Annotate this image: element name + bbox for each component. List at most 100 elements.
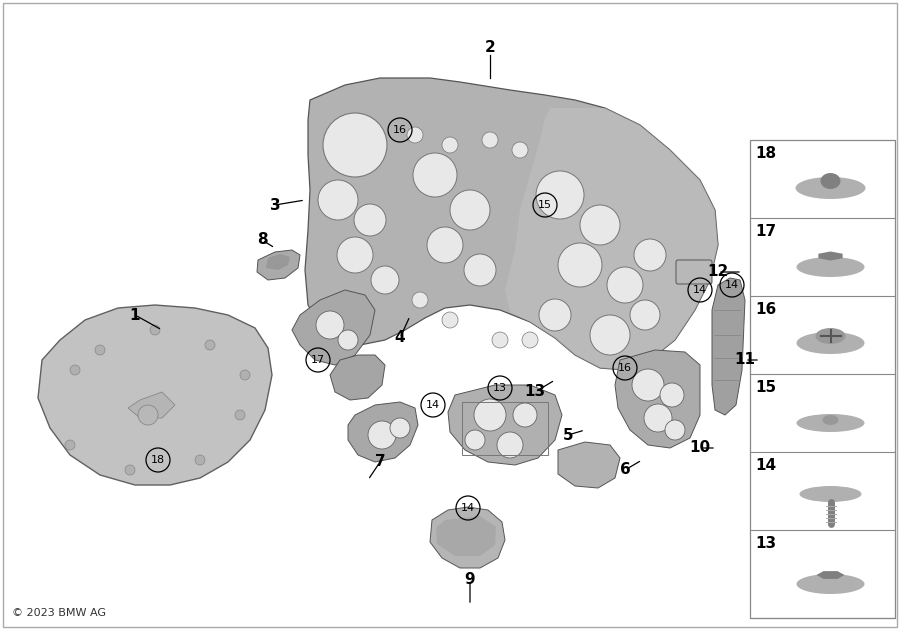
- Circle shape: [427, 227, 463, 263]
- Circle shape: [338, 330, 358, 350]
- Circle shape: [512, 142, 528, 158]
- Polygon shape: [430, 507, 505, 568]
- Ellipse shape: [815, 328, 845, 344]
- Text: 10: 10: [689, 440, 711, 455]
- Circle shape: [539, 299, 571, 331]
- Circle shape: [205, 340, 215, 350]
- Circle shape: [465, 430, 485, 450]
- Circle shape: [607, 267, 643, 303]
- Ellipse shape: [796, 177, 866, 199]
- Text: 14: 14: [693, 285, 707, 295]
- Circle shape: [240, 370, 250, 380]
- Circle shape: [371, 266, 399, 294]
- Polygon shape: [448, 385, 562, 465]
- Text: 17: 17: [755, 224, 776, 239]
- Circle shape: [497, 432, 523, 458]
- Text: 14: 14: [461, 503, 475, 513]
- Circle shape: [522, 332, 538, 348]
- Text: 1: 1: [130, 307, 140, 323]
- Circle shape: [138, 405, 158, 425]
- Ellipse shape: [796, 257, 865, 277]
- Text: 17: 17: [310, 355, 325, 365]
- Circle shape: [492, 332, 508, 348]
- Circle shape: [368, 421, 396, 449]
- Text: 8: 8: [256, 232, 267, 248]
- Circle shape: [95, 345, 105, 355]
- Text: 14: 14: [755, 458, 776, 473]
- Text: 13: 13: [493, 383, 507, 393]
- Text: 18: 18: [755, 146, 776, 161]
- Polygon shape: [818, 251, 842, 260]
- Text: 12: 12: [707, 265, 729, 280]
- Polygon shape: [330, 355, 385, 400]
- Ellipse shape: [821, 173, 841, 189]
- Polygon shape: [436, 516, 496, 556]
- Polygon shape: [292, 290, 375, 365]
- Circle shape: [337, 237, 373, 273]
- Text: 14: 14: [724, 280, 739, 290]
- Circle shape: [354, 204, 386, 236]
- Polygon shape: [348, 402, 418, 462]
- Text: 16: 16: [755, 302, 776, 317]
- Circle shape: [390, 418, 410, 438]
- Text: © 2023 BMW AG: © 2023 BMW AG: [12, 608, 106, 618]
- Ellipse shape: [796, 414, 865, 432]
- Polygon shape: [505, 108, 718, 370]
- Ellipse shape: [796, 332, 865, 354]
- Circle shape: [536, 171, 584, 219]
- Circle shape: [413, 153, 457, 197]
- Circle shape: [442, 137, 458, 153]
- Text: 16: 16: [393, 125, 407, 135]
- Circle shape: [632, 369, 664, 401]
- Polygon shape: [816, 571, 844, 579]
- Circle shape: [513, 403, 537, 427]
- Circle shape: [70, 365, 80, 375]
- Circle shape: [558, 243, 602, 287]
- Polygon shape: [128, 392, 175, 418]
- Polygon shape: [266, 254, 290, 270]
- Text: 11: 11: [734, 353, 755, 367]
- Circle shape: [464, 254, 496, 286]
- Circle shape: [634, 239, 666, 271]
- FancyBboxPatch shape: [676, 260, 712, 284]
- Circle shape: [318, 180, 358, 220]
- Polygon shape: [305, 78, 718, 370]
- Text: 13: 13: [525, 384, 545, 399]
- Polygon shape: [38, 305, 272, 485]
- Circle shape: [474, 399, 506, 431]
- Text: 18: 18: [151, 455, 165, 465]
- Polygon shape: [257, 250, 300, 280]
- Circle shape: [442, 312, 458, 328]
- Circle shape: [195, 455, 205, 465]
- Ellipse shape: [799, 486, 861, 502]
- Text: 15: 15: [538, 200, 552, 210]
- Ellipse shape: [796, 574, 865, 594]
- Circle shape: [125, 465, 135, 475]
- Text: 14: 14: [426, 400, 440, 410]
- Circle shape: [644, 404, 672, 432]
- Circle shape: [590, 315, 630, 355]
- Text: 2: 2: [484, 40, 495, 55]
- Circle shape: [665, 420, 685, 440]
- Circle shape: [580, 205, 620, 245]
- FancyBboxPatch shape: [3, 3, 897, 627]
- Circle shape: [407, 127, 423, 143]
- Circle shape: [630, 300, 660, 330]
- Text: 3: 3: [270, 197, 280, 212]
- Circle shape: [150, 325, 160, 335]
- Polygon shape: [712, 278, 745, 415]
- Circle shape: [412, 292, 428, 308]
- Circle shape: [450, 190, 490, 230]
- Text: 9: 9: [464, 573, 475, 588]
- Text: 6: 6: [619, 462, 630, 478]
- Text: 7: 7: [374, 454, 385, 469]
- Circle shape: [482, 132, 498, 148]
- Text: 4: 4: [395, 331, 405, 345]
- Circle shape: [660, 383, 684, 407]
- Circle shape: [323, 113, 387, 177]
- Polygon shape: [558, 442, 620, 488]
- Circle shape: [316, 311, 344, 339]
- Circle shape: [65, 440, 75, 450]
- Circle shape: [235, 410, 245, 420]
- FancyBboxPatch shape: [750, 140, 895, 618]
